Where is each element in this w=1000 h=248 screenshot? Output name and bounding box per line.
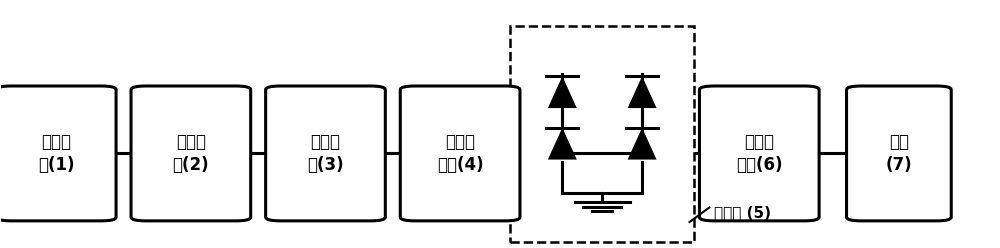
Polygon shape [628,128,657,159]
FancyBboxPatch shape [131,86,251,221]
FancyBboxPatch shape [0,86,116,221]
Text: 输出滤
波器(6): 输出滤 波器(6) [736,133,783,174]
Bar [510,26,694,242]
Text: 隔直电
容(3): 隔直电 容(3) [307,133,344,174]
Polygon shape [548,76,577,108]
Text: 输入端
口(1): 输入端 口(1) [38,133,74,174]
Polygon shape [548,128,577,159]
FancyBboxPatch shape [400,86,520,221]
Text: 匹配电
路(2): 匹配电 路(2) [173,133,209,174]
Text: 负载
(7): 负载 (7) [886,133,912,174]
Polygon shape [628,76,657,108]
FancyBboxPatch shape [266,86,385,221]
FancyBboxPatch shape [847,86,951,221]
FancyBboxPatch shape [699,86,819,221]
Text: 输入滤
波器(4): 输入滤 波器(4) [437,133,483,174]
Text: 整流器 (5): 整流器 (5) [714,205,771,220]
